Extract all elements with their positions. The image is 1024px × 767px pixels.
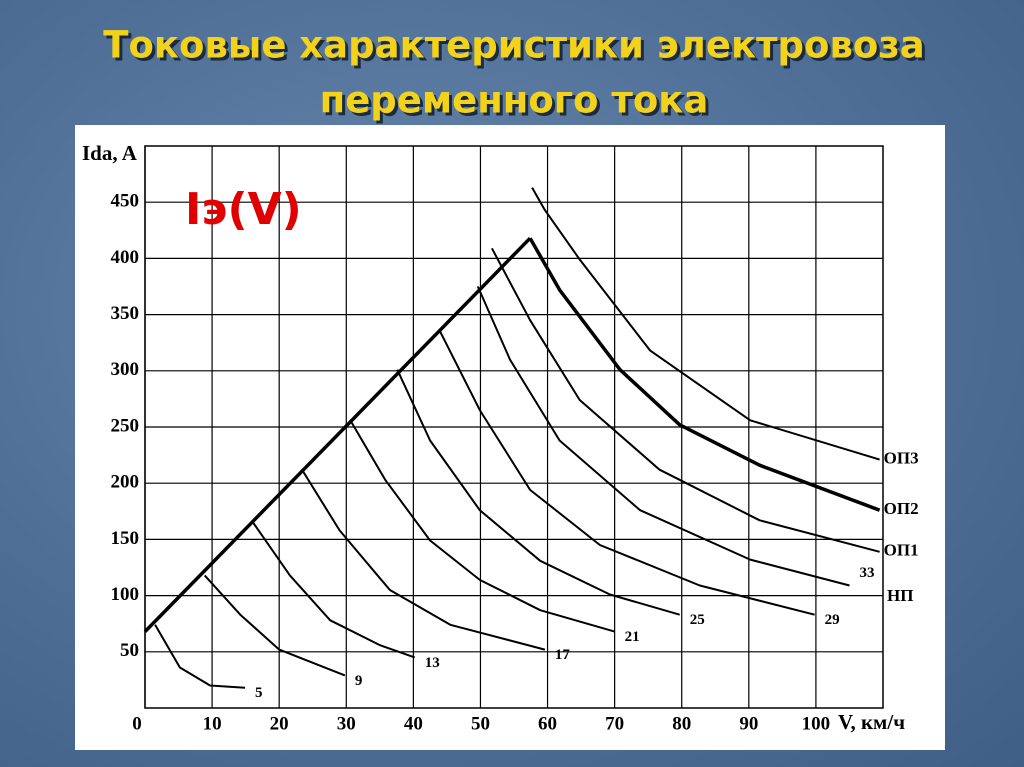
curve-label: 29 (825, 612, 840, 628)
x-tick-label: 60 (538, 713, 557, 734)
curve-label: 13 (425, 655, 440, 671)
annotation: НП (887, 586, 913, 605)
curve (528, 237, 881, 512)
curve (301, 469, 546, 651)
x-tick-label: 0 (132, 713, 142, 734)
x-tick-label: 90 (739, 713, 758, 734)
curve (476, 286, 850, 587)
curve-label: 33 (859, 565, 874, 581)
title-shadow: Токовые характеристики электровоза (106, 27, 928, 70)
x-axis-label: V, км/ч (838, 710, 905, 734)
x-tick-label: 70 (605, 713, 624, 734)
y-tick-label: 400 (111, 247, 140, 268)
title-line: переменного тока (320, 79, 709, 122)
curve (252, 521, 416, 659)
curve-label: 17 (555, 647, 571, 663)
plot: 0 10 20 30 40 50 60 70 80 90 100 50 100 150 200 250 300 3… (111, 145, 919, 734)
y-tick-label: 300 (111, 359, 140, 380)
curve-label: ОП3 (884, 449, 919, 468)
x-tick-label: 40 (404, 713, 423, 734)
curve (531, 187, 880, 461)
y-tick-label: 50 (120, 640, 139, 661)
curve (154, 624, 246, 689)
curve (349, 419, 615, 633)
chart-panel (75, 125, 945, 750)
curve (143, 236, 532, 633)
y-tick-label: 200 (111, 472, 140, 493)
curve (396, 369, 680, 616)
curve (438, 329, 815, 616)
y-axis-label: Ida, A (82, 141, 138, 165)
x-tick-label: 100 (802, 713, 831, 734)
x-tick-label: 80 (672, 713, 691, 734)
y-tick-label: 250 (111, 415, 140, 436)
annotation: Iэ(V) (185, 184, 302, 235)
title-line: Токовые характеристики электровоза (103, 24, 925, 67)
curve (491, 247, 880, 553)
curve-label: 25 (690, 612, 705, 628)
y-tick-label: 100 (111, 584, 140, 605)
x-tick-label: 10 (203, 713, 222, 734)
y-tick-label: 450 (111, 191, 140, 212)
curve (203, 574, 346, 677)
curve-label: 21 (625, 629, 640, 645)
x-tick-label: 20 (270, 713, 289, 734)
title-shadow: переменного тока (323, 82, 712, 125)
x-tick-label: 30 (337, 713, 356, 734)
y-tick-label: 350 (111, 303, 140, 324)
x-tick-label: 50 (471, 713, 490, 734)
curve-label: ОП1 (884, 541, 919, 560)
curve-label: 5 (255, 685, 263, 701)
curve-label: 9 (355, 673, 363, 689)
y-tick-label: 150 (111, 528, 140, 549)
curve-label: ОП2 (884, 499, 919, 518)
